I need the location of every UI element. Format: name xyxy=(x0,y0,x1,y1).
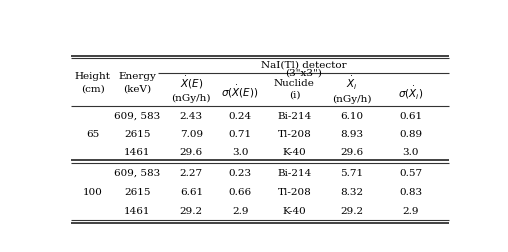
Text: 2.27: 2.27 xyxy=(180,168,203,177)
Text: Tl-208: Tl-208 xyxy=(277,129,311,138)
Text: 29.6: 29.6 xyxy=(180,147,203,156)
Text: 3.0: 3.0 xyxy=(402,147,419,156)
Text: 29.2: 29.2 xyxy=(180,206,203,215)
Text: Bi-214: Bi-214 xyxy=(277,111,311,120)
Text: 1461: 1461 xyxy=(124,206,150,215)
Text: 0.24: 0.24 xyxy=(229,111,252,120)
Text: 2.9: 2.9 xyxy=(402,206,419,215)
Text: $\sigma(\dot{X}(E))$: $\sigma(\dot{X}(E))$ xyxy=(221,84,259,100)
Text: 0.89: 0.89 xyxy=(399,129,422,138)
Text: 29.2: 29.2 xyxy=(340,206,363,215)
Text: 2615: 2615 xyxy=(124,129,150,138)
Text: 0.71: 0.71 xyxy=(229,129,252,138)
Text: 2.43: 2.43 xyxy=(180,111,203,120)
Text: 0.83: 0.83 xyxy=(399,187,422,196)
Text: Bi-214: Bi-214 xyxy=(277,168,311,177)
Text: 6.61: 6.61 xyxy=(180,187,203,196)
Text: 609, 583: 609, 583 xyxy=(114,111,160,120)
Text: 8.93: 8.93 xyxy=(340,129,363,138)
Text: 6.10: 6.10 xyxy=(340,111,363,120)
Text: 7.09: 7.09 xyxy=(180,129,203,138)
Text: Nuclide
(i): Nuclide (i) xyxy=(274,79,315,99)
Text: Tl-208: Tl-208 xyxy=(277,187,311,196)
Text: 8.32: 8.32 xyxy=(340,187,363,196)
Text: 0.57: 0.57 xyxy=(399,168,422,177)
Text: K-40: K-40 xyxy=(282,147,306,156)
Text: 609, 583: 609, 583 xyxy=(114,168,160,177)
Text: 0.61: 0.61 xyxy=(399,111,422,120)
Text: $\sigma(\dot{X}_i)$: $\sigma(\dot{X}_i)$ xyxy=(398,84,423,100)
Text: 29.6: 29.6 xyxy=(340,147,363,156)
Text: 0.23: 0.23 xyxy=(229,168,252,177)
Text: $\dot{X}_i$
(nGy/h): $\dot{X}_i$ (nGy/h) xyxy=(332,75,371,103)
Text: 2615: 2615 xyxy=(124,187,150,196)
Text: 2.9: 2.9 xyxy=(232,206,248,215)
Text: K-40: K-40 xyxy=(282,206,306,215)
Text: (3"x3"): (3"x3") xyxy=(285,68,322,77)
Text: 5.71: 5.71 xyxy=(340,168,363,177)
Text: 1461: 1461 xyxy=(124,147,150,156)
Text: NaI(Tl) detector: NaI(Tl) detector xyxy=(261,61,346,70)
Text: 3.0: 3.0 xyxy=(232,147,248,156)
Text: 100: 100 xyxy=(83,187,103,196)
Text: 0.66: 0.66 xyxy=(229,187,252,196)
Text: $\dot{X}(E)$
(nGy/h): $\dot{X}(E)$ (nGy/h) xyxy=(172,75,211,103)
Text: Height
(cm): Height (cm) xyxy=(75,72,111,93)
Text: Energy
(keV): Energy (keV) xyxy=(118,72,156,93)
Text: 65: 65 xyxy=(86,129,100,138)
